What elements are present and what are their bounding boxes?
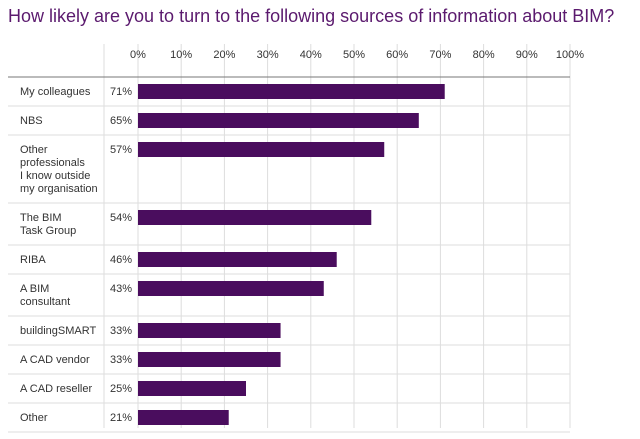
category-label: consultant (20, 296, 70, 308)
bar-row: My colleagues 71% (8, 84, 570, 107)
category-label: Other (20, 412, 48, 424)
category-label: Other (20, 144, 48, 156)
bar (138, 113, 419, 128)
bar (138, 281, 324, 296)
category-label: My colleagues (20, 86, 91, 98)
bar-row: Other 21% (8, 410, 570, 433)
bar-row: buildingSMART 33% (8, 323, 570, 346)
x-tick-label: 90% (516, 49, 538, 61)
category-label: my organisation (20, 183, 98, 195)
category-label: I know outside (20, 170, 90, 182)
bar-row: NBS 65% (8, 113, 570, 136)
data-label: 43% (110, 283, 132, 295)
data-label: 71% (110, 86, 132, 98)
category-label: A CAD reseller (20, 383, 92, 395)
data-label: 46% (110, 254, 132, 266)
data-label: 21% (110, 412, 132, 424)
data-label: 65% (110, 115, 132, 127)
x-tick-label: 100% (556, 49, 584, 61)
x-tick-label: 60% (386, 49, 408, 61)
bar-row: RIBA 46% (8, 252, 570, 275)
bar (138, 210, 372, 225)
category-label: professionals (20, 157, 85, 169)
bar-row: A CAD vendor 33% (8, 352, 570, 375)
x-tick-label: 50% (343, 49, 365, 61)
x-tick-label: 80% (473, 49, 495, 61)
x-tick-label: 20% (213, 49, 235, 61)
bar (138, 84, 445, 99)
category-label: The BIM (20, 212, 62, 224)
gridlines (8, 44, 571, 428)
category-label: NBS (20, 115, 43, 127)
bar-rows: My colleagues 71%NBS 65%Otherprofessionals… (8, 84, 570, 433)
data-label: 33% (110, 325, 132, 337)
x-tick-label: 0% (130, 49, 146, 61)
bar (138, 252, 337, 267)
data-label: 33% (110, 354, 132, 366)
data-label: 57% (110, 144, 132, 156)
bar (138, 410, 229, 425)
bar (138, 352, 281, 367)
bar (138, 142, 385, 157)
data-label: 25% (110, 383, 132, 395)
x-tick-label: 10% (170, 49, 192, 61)
x-tick-label: 70% (429, 49, 451, 61)
data-label: 54% (110, 212, 132, 224)
x-axis-ticks: 0% 10% 20% 30% 40% 50% 60% 70% 80% 90% 100% (130, 49, 584, 61)
bar (138, 381, 246, 396)
bar-row: A CAD reseller 25% (8, 381, 570, 404)
x-tick-label: 40% (300, 49, 322, 61)
category-label: buildingSMART (20, 325, 97, 337)
category-label: A BIM (20, 283, 49, 295)
category-label: RIBA (20, 254, 46, 266)
x-tick-label: 30% (257, 49, 279, 61)
chart-title: How likely are you to turn to the follow… (8, 6, 615, 26)
category-label: Task Group (20, 225, 76, 237)
bar (138, 323, 281, 338)
category-label: A CAD vendor (20, 354, 90, 366)
